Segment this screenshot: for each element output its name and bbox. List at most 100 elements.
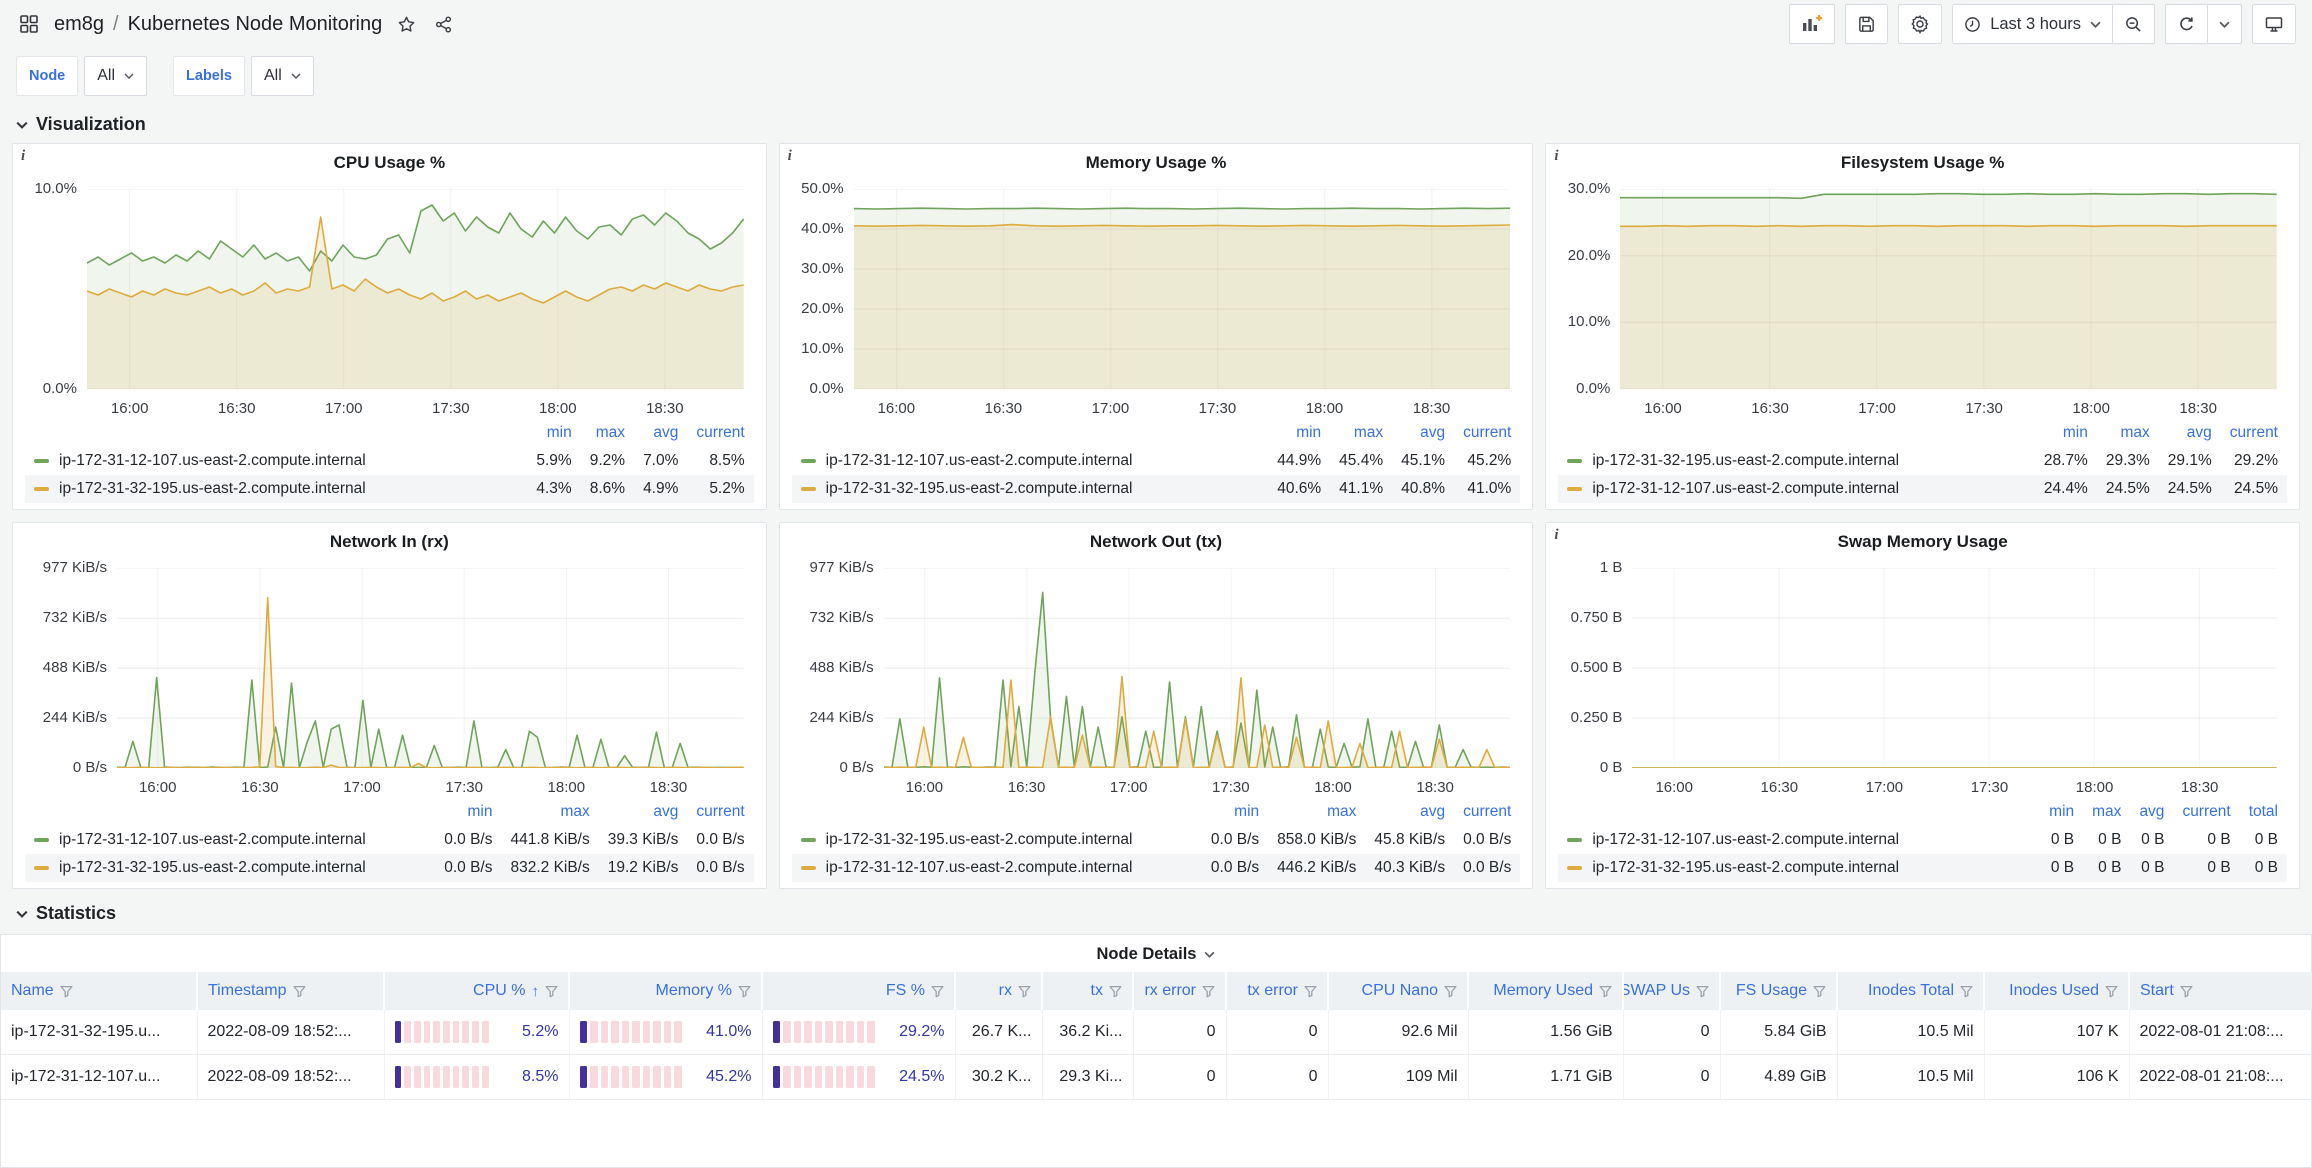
legend-column-avg[interactable]: avg	[1420, 803, 1446, 820]
legend-series-name[interactable]: ip-172-31-32-195.us-east-2.compute.inter…	[792, 475, 1269, 503]
filter-icon[interactable]	[1109, 985, 1122, 998]
column-header-timestamp[interactable]: Timestamp	[196, 972, 384, 1010]
legend-column-min[interactable]: min	[2062, 424, 2088, 441]
legend-series-name[interactable]: ip-172-31-32-195.us-east-2.compute.inter…	[25, 854, 435, 882]
filter-icon[interactable]	[1202, 985, 1215, 998]
column-header-fs[interactable]: FS %	[761, 972, 955, 1010]
filter-icon[interactable]	[931, 985, 944, 998]
legend-series-name[interactable]: ip-172-31-32-195.us-east-2.compute.inter…	[1558, 854, 2040, 882]
share-icon[interactable]	[431, 12, 456, 37]
legend-series-name[interactable]: ip-172-31-12-107.us-east-2.compute.inter…	[792, 447, 1269, 475]
filter-icon[interactable]	[60, 985, 73, 998]
legend-column-max[interactable]: max	[1353, 424, 1384, 441]
info-icon[interactable]: i	[21, 148, 26, 164]
legend-column-min[interactable]: min	[1296, 424, 1322, 441]
column-header-rx-error[interactable]: rx error	[1132, 972, 1226, 1010]
plot-area[interactable]	[87, 189, 744, 389]
column-header-swap-us[interactable]: SWAP Us	[1622, 972, 1720, 1010]
legend-column-min[interactable]: min	[546, 424, 572, 441]
legend-series-name[interactable]: ip-172-31-12-107.us-east-2.compute.inter…	[1558, 826, 2040, 854]
dashboard-title[interactable]: Kubernetes Node Monitoring	[127, 12, 383, 35]
star-icon[interactable]	[394, 12, 419, 37]
save-dashboard-button[interactable]	[1845, 4, 1889, 44]
refresh-button[interactable]	[2166, 5, 2207, 43]
column-header-memory[interactable]: Memory %	[568, 972, 762, 1010]
legend-column-max[interactable]: max	[2092, 803, 2122, 820]
filter-icon[interactable]	[1813, 985, 1826, 998]
legend-column-max[interactable]: max	[2120, 424, 2150, 441]
plot-area[interactable]	[883, 568, 1511, 768]
legend-column-avg[interactable]: avg	[2186, 424, 2212, 441]
legend-column-total[interactable]: total	[2248, 803, 2278, 820]
dashboard-settings-button[interactable]	[1898, 4, 1943, 44]
filter-node-label[interactable]: Node	[16, 56, 79, 96]
panel-title-filesystem-usage[interactable]: Filesystem Usage %	[1840, 153, 2005, 172]
panel-title-network-out[interactable]: Network Out (tx)	[1089, 532, 1223, 551]
legend-column-max[interactable]: max	[1327, 803, 1357, 820]
column-header-inodes-used[interactable]: Inodes Used	[1983, 972, 2129, 1010]
legend-column-min[interactable]: min	[2049, 803, 2075, 820]
legend-column-avg[interactable]: avg	[653, 803, 679, 820]
plot-area[interactable]	[1632, 568, 2277, 768]
column-header-tx-error[interactable]: tx error	[1225, 972, 1328, 1010]
legend-column-avg[interactable]: avg	[653, 424, 679, 441]
zoom-out-button[interactable]	[2112, 5, 2154, 43]
info-icon[interactable]: i	[1554, 527, 1559, 543]
panel-title-memory-usage[interactable]: Memory Usage %	[1085, 153, 1227, 172]
column-header-start[interactable]: Start	[2128, 972, 2312, 1010]
column-header-memory-used[interactable]: Memory Used	[1467, 972, 1623, 1010]
filter-labels-value-dropdown[interactable]: All	[250, 56, 314, 96]
legend-column-max[interactable]: max	[595, 424, 626, 441]
filter-icon[interactable]	[1018, 985, 1031, 998]
filter-icon[interactable]	[1304, 985, 1317, 998]
plot-area[interactable]	[853, 189, 1511, 389]
filter-icon[interactable]	[1599, 985, 1612, 998]
column-header-cpu-nano[interactable]: CPU Nano	[1327, 972, 1468, 1010]
legend-column-min[interactable]: min	[467, 803, 493, 820]
panel-title-cpu-usage[interactable]: CPU Usage %	[333, 153, 446, 172]
legend-series-name[interactable]: ip-172-31-12-107.us-east-2.compute.inter…	[25, 447, 527, 475]
filter-icon[interactable]	[2105, 985, 2118, 998]
time-range-picker[interactable]: Last 3 hours	[1953, 5, 2112, 43]
column-header-rx[interactable]: rx	[954, 972, 1042, 1010]
legend-column-current[interactable]: current	[696, 424, 745, 441]
column-header-name[interactable]: Name	[1, 972, 197, 1010]
panel-title-network-in[interactable]: Network In (rx)	[329, 532, 449, 551]
cycle-view-mode-button[interactable]	[2252, 4, 2296, 44]
legend-series-name[interactable]: ip-172-31-12-107.us-east-2.compute.inter…	[1558, 475, 2035, 503]
filter-node-value-dropdown[interactable]: All	[84, 56, 148, 96]
refresh-interval-dropdown[interactable]	[2207, 5, 2241, 43]
legend-column-current[interactable]: current	[1463, 424, 1512, 441]
apps-grid-icon[interactable]	[16, 11, 42, 37]
filter-labels-label[interactable]: Labels	[173, 56, 245, 96]
filter-icon[interactable]	[1960, 985, 1973, 998]
filter-icon[interactable]	[545, 985, 558, 998]
column-header-fs-usage[interactable]: FS Usage	[1719, 972, 1837, 1010]
legend-series-name[interactable]: ip-172-31-32-195.us-east-2.compute.inter…	[1558, 447, 2035, 475]
column-header-inodes-total[interactable]: Inodes Total	[1836, 972, 1984, 1010]
legend-column-min[interactable]: min	[1234, 803, 1260, 820]
info-icon[interactable]: i	[1554, 148, 1559, 164]
filter-icon[interactable]	[1444, 985, 1457, 998]
plot-area[interactable]	[117, 568, 744, 768]
filter-icon[interactable]	[2180, 985, 2193, 998]
filter-icon[interactable]	[1696, 985, 1709, 998]
filter-icon[interactable]	[292, 985, 306, 998]
section-statistics[interactable]: Statistics	[0, 889, 2312, 932]
plot-area[interactable]	[1620, 189, 2277, 389]
column-header-cpu[interactable]: CPU % ↑	[383, 972, 569, 1010]
legend-series-name[interactable]: ip-172-31-12-107.us-east-2.compute.inter…	[25, 826, 435, 854]
legend-column-max[interactable]: max	[560, 803, 590, 820]
legend-column-avg[interactable]: avg	[1420, 424, 1446, 441]
breadcrumb-folder[interactable]: em8g	[54, 12, 105, 35]
legend-column-current[interactable]: current	[2229, 424, 2278, 441]
filter-icon[interactable]	[738, 985, 751, 998]
info-icon[interactable]: i	[787, 148, 792, 164]
panel-title-swap-memory[interactable]: Swap Memory Usage	[1837, 532, 2008, 551]
add-panel-button[interactable]	[1789, 4, 1836, 44]
legend-series-name[interactable]: ip-172-31-32-195.us-east-2.compute.inter…	[25, 475, 527, 503]
legend-series-name[interactable]: ip-172-31-12-107.us-east-2.compute.inter…	[792, 854, 1202, 882]
legend-series-name[interactable]: ip-172-31-32-195.us-east-2.compute.inter…	[792, 826, 1202, 854]
column-header-tx[interactable]: tx	[1041, 972, 1133, 1010]
legend-column-current[interactable]: current	[2182, 803, 2231, 820]
